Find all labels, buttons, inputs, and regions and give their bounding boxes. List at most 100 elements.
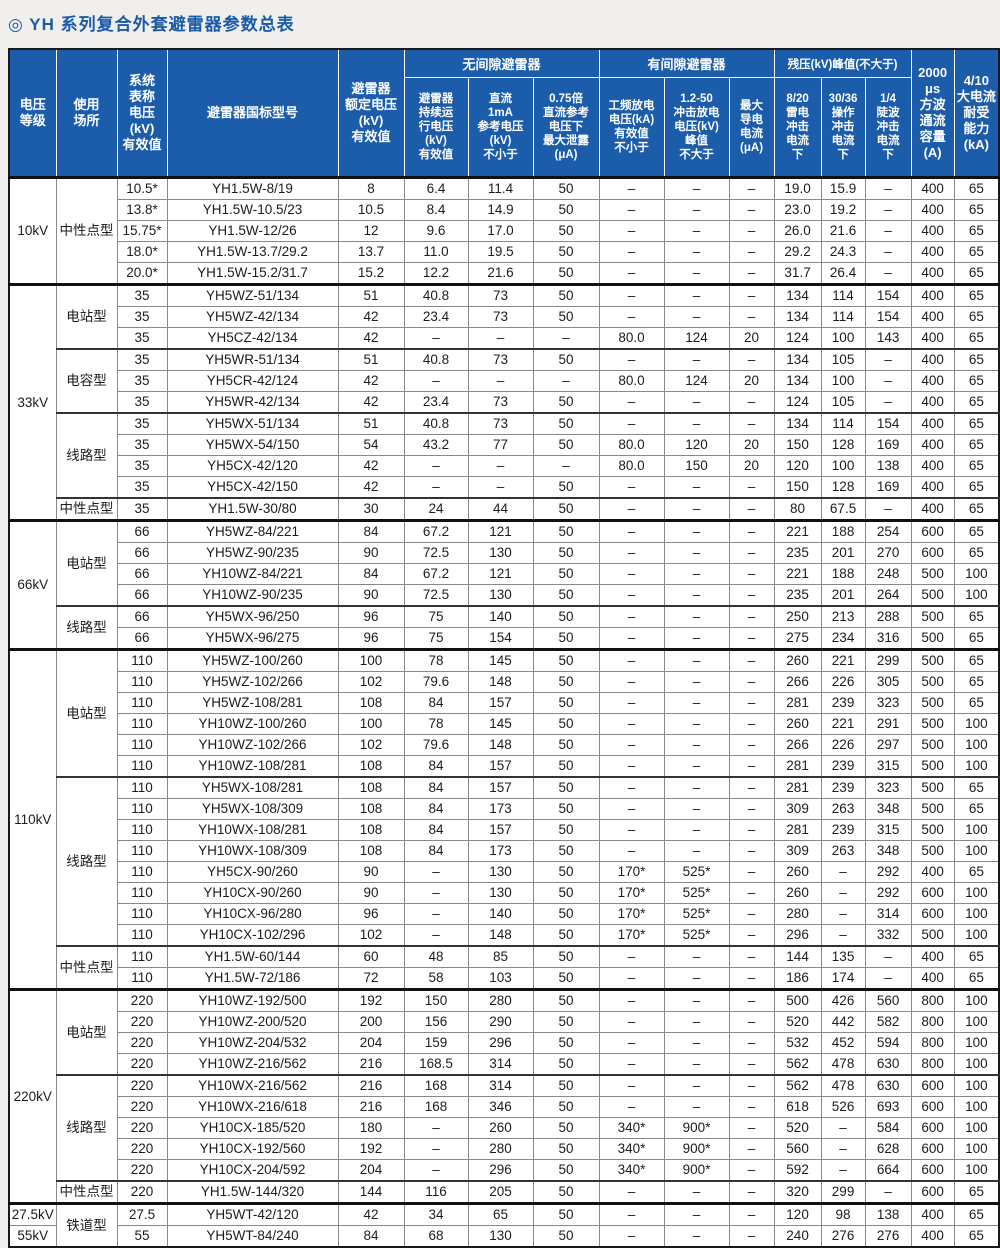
data-cell: – <box>467 370 534 392</box>
data-cell: – <box>728 1074 775 1097</box>
data-cell: 100 <box>953 1138 1000 1160</box>
data-cell: 42 <box>337 391 405 414</box>
data-cell: 400 <box>910 455 955 477</box>
data-cell: 630 <box>864 1074 912 1097</box>
data-cell: 50 <box>532 1074 600 1097</box>
data-cell: 157 <box>467 776 534 799</box>
data-cell: 154 <box>864 306 912 328</box>
data-cell: 100 <box>953 903 1000 925</box>
data-cell: 65 <box>953 262 1000 285</box>
data-cell: – <box>663 262 730 285</box>
data-cell: – <box>728 199 775 221</box>
data-cell: 442 <box>820 1011 866 1033</box>
data-cell: 150 <box>773 476 822 499</box>
header-group-row: 电压 等级 使用 场所 系统 表称 电压 (kV) 有效值 避雷器国标型号 避雷… <box>8 48 1000 178</box>
data-cell: 80 <box>773 497 822 521</box>
data-cell: 26.0 <box>773 220 822 242</box>
data-cell: 50 <box>532 692 600 714</box>
data-cell: 154 <box>467 627 534 650</box>
data-cell: 315 <box>864 755 912 778</box>
data-cell: 51 <box>337 283 405 307</box>
data-cell: – <box>728 563 775 585</box>
data-cell: 66 <box>116 542 168 564</box>
table-row: 55kV 55 YH5WT-84/240 84 68 130 50– – –240 276 276 4… <box>8 1225 1000 1248</box>
data-cell: 400 <box>910 370 955 392</box>
data-cell: 50 <box>532 1011 600 1033</box>
voltage-level-cell: 33kV <box>8 283 57 521</box>
data-cell: 68 <box>403 1225 469 1248</box>
data-cell: – <box>403 370 469 392</box>
data-cell: – <box>820 1117 866 1139</box>
data-cell: 150 <box>773 434 822 456</box>
data-cell: – <box>663 542 730 564</box>
data-cell: 314 <box>864 903 912 925</box>
data-cell: – <box>598 1096 665 1118</box>
data-cell: 75 <box>403 605 469 628</box>
data-cell: YH5WR-42/134 <box>166 391 339 414</box>
table-row: 110 YH10WZ-102/266 102 79.6 148 50– – –266 226 29… <box>9 734 1000 756</box>
data-cell: 140 <box>467 605 534 628</box>
data-cell: 50 <box>532 199 600 221</box>
data-cell: 17.0 <box>467 220 534 242</box>
data-cell: YH10WX-108/309 <box>166 840 339 862</box>
table-row: 35 YH5CX-42/150 42– –50– – –150 128 169 400 65 <box>9 476 1000 499</box>
data-cell: 263 <box>820 840 866 862</box>
data-cell: 134 <box>773 306 822 328</box>
data-cell: YH1.5W-12/26 <box>166 220 339 242</box>
data-cell: 6.4 <box>403 176 469 200</box>
data-cell: 500 <box>910 563 955 585</box>
data-cell: 124 <box>663 327 730 350</box>
data-cell: 48 <box>403 945 469 968</box>
data-cell: 264 <box>864 584 912 607</box>
data-cell: – <box>663 627 730 650</box>
data-cell: 500 <box>910 798 955 820</box>
data-cell: 100 <box>953 584 1000 607</box>
data-cell: YH10WZ-108/281 <box>166 755 339 778</box>
data-cell: 400 <box>910 262 955 285</box>
data-cell: – <box>663 176 730 200</box>
data-cell: 50 <box>532 776 600 799</box>
data-cell: 65 <box>953 176 1000 200</box>
data-cell: 134 <box>773 412 822 435</box>
data-cell: 50 <box>532 713 600 735</box>
data-cell: 50 <box>532 1053 600 1076</box>
data-cell: 27.5 <box>116 1202 168 1226</box>
data-cell: 11.4 <box>467 176 534 200</box>
data-cell: – <box>598 671 665 693</box>
data-cell: – <box>663 671 730 693</box>
data-cell: 65 <box>953 1202 1000 1226</box>
header-leakage-075: 0.75倍 直流参考 电压下 最大泄露 (μA) <box>532 77 600 178</box>
data-cell: – <box>598 584 665 607</box>
data-cell: 80.0 <box>598 327 665 350</box>
data-cell: – <box>728 755 775 778</box>
data-cell: 14.9 <box>467 199 534 221</box>
data-cell: 50 <box>532 434 600 456</box>
data-cell: 169 <box>864 434 912 456</box>
data-cell: 138 <box>864 1202 912 1226</box>
data-cell: – <box>532 455 600 477</box>
data-cell: 270 <box>864 542 912 564</box>
data-cell: – <box>728 988 775 1012</box>
data-cell: 600 <box>910 1138 955 1160</box>
data-cell: YH5CR-42/124 <box>166 370 339 392</box>
data-cell: – <box>598 627 665 650</box>
data-cell: – <box>598 1202 665 1226</box>
data-cell: 145 <box>467 648 534 672</box>
data-cell: – <box>728 220 775 242</box>
data-cell: – <box>663 1011 730 1033</box>
data-cell: 50 <box>532 220 600 242</box>
data-cell: 65 <box>953 412 1000 435</box>
data-cell: 600 <box>910 882 955 904</box>
data-cell: 84 <box>403 776 469 799</box>
data-cell: 50 <box>532 1117 600 1139</box>
data-cell: 50 <box>532 476 600 499</box>
data-cell: 526 <box>820 1096 866 1118</box>
data-cell: 110 <box>116 734 168 756</box>
data-cell: 288 <box>864 605 912 628</box>
data-cell: 144 <box>337 1180 405 1204</box>
data-cell: 102 <box>337 924 405 947</box>
table-row: 110 YH10CX-90/260 90–130 50 170* 525* –260–292… <box>9 882 1000 904</box>
data-cell: YH5WZ-108/281 <box>166 692 339 714</box>
data-cell: YH10WZ-100/260 <box>166 713 339 735</box>
data-cell: 280 <box>467 1138 534 1160</box>
